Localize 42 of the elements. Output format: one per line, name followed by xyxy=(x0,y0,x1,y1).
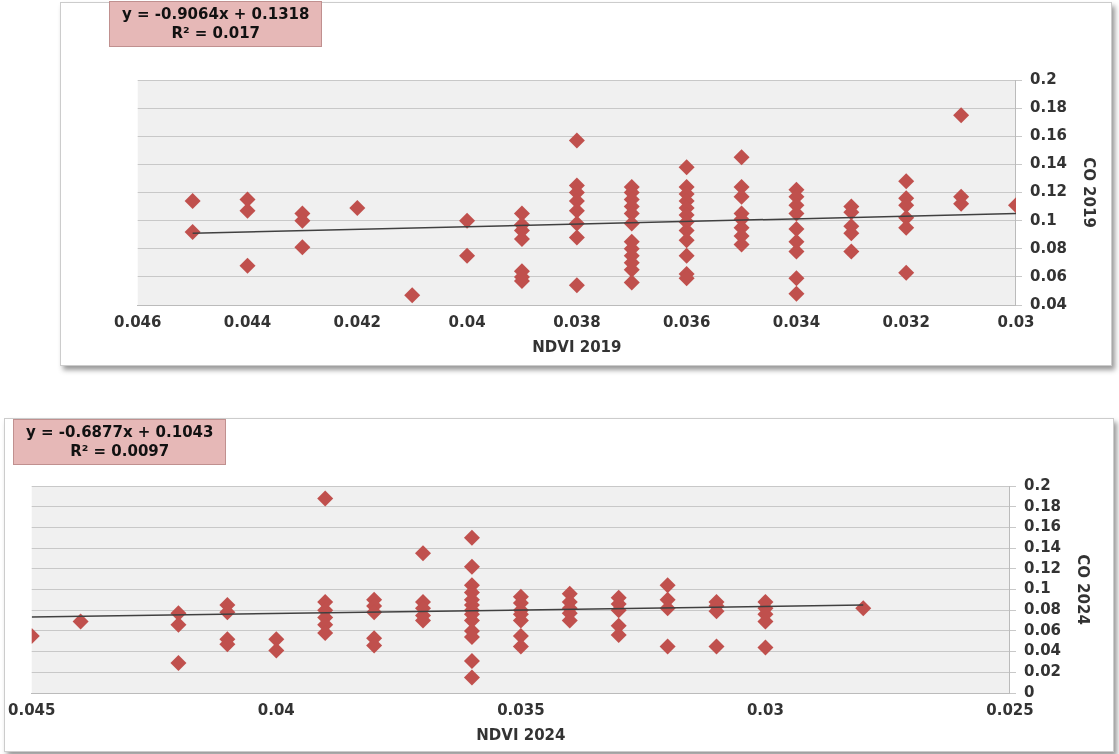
y-axis-title: CO 2019 xyxy=(1080,157,1099,228)
y-tick-label: 0.18 xyxy=(1023,496,1062,515)
y-axis-title: CO 2024 xyxy=(1074,554,1093,625)
y-tick-label: 0.14 xyxy=(1029,154,1068,173)
x-tick-label: 0.044 xyxy=(223,312,272,331)
x-tick-label: 0.04 xyxy=(257,700,295,719)
y-tick-label: 0.08 xyxy=(1029,238,1068,257)
x-tick-label: 0.042 xyxy=(333,312,382,331)
x-tick-label: 0.038 xyxy=(553,312,601,331)
x-tick-label: 0.025 xyxy=(986,700,1034,719)
text: y = -0.9064x + 0.1318 xyxy=(122,5,310,23)
x-axis-title: NDVI 2019 xyxy=(532,337,622,356)
y-tick-label: 0.16 xyxy=(1023,517,1062,536)
x-tick-label: 0.036 xyxy=(662,312,711,331)
x-tick-label: 0.034 xyxy=(772,312,821,331)
y-tick-label: 0.04 xyxy=(1029,294,1068,313)
x-axis-title: NDVI 2024 xyxy=(476,725,566,744)
y-tick-label: 0.12 xyxy=(1029,182,1068,201)
x-tick-label: 0.046 xyxy=(114,312,162,331)
y-tick-label: 0.16 xyxy=(1029,126,1068,145)
x-tick-label: 0.032 xyxy=(882,312,930,331)
y-tick-label: 0.02 xyxy=(1023,662,1062,681)
y-tick-label: 0.1 xyxy=(1029,210,1057,229)
x-tick-label: 0.03 xyxy=(997,312,1035,331)
y-tick-label: 0.18 xyxy=(1029,98,1068,117)
x-tick-label: 0.035 xyxy=(497,700,545,719)
y-tick-label: 0.06 xyxy=(1023,620,1062,639)
y-tick-label: 0.12 xyxy=(1023,558,1062,577)
x-tick-label: 0.03 xyxy=(746,700,784,719)
y-tick-label: 0.2 xyxy=(1029,69,1057,88)
y-tick-label: 0.2 xyxy=(1023,475,1051,494)
text: R² = 0.017 xyxy=(171,24,261,42)
x-tick-label: 0.04 xyxy=(448,312,486,331)
y-tick-label: 0.08 xyxy=(1023,600,1062,619)
y-tick-label: 0.06 xyxy=(1029,266,1068,285)
x-tick-label: 0.045 xyxy=(8,700,56,719)
text: R² = 0.0097 xyxy=(70,442,170,460)
y-tick-label: 0.14 xyxy=(1023,537,1062,556)
y-tick-label: 0 xyxy=(1023,682,1035,701)
text: y = -0.6877x + 0.1043 xyxy=(26,423,214,441)
y-tick-label: 0.1 xyxy=(1023,579,1051,598)
y-tick-label: 0.04 xyxy=(1023,641,1062,660)
